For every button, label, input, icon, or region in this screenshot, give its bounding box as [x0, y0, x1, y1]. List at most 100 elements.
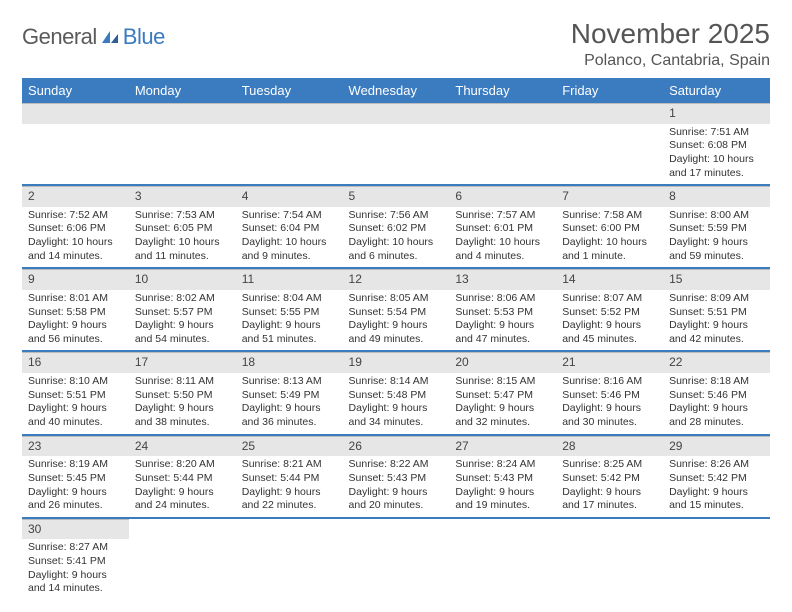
daylight-text: Daylight: 9 hours and 17 minutes.: [562, 486, 657, 513]
sunrise-text: Sunrise: 8:18 AM: [669, 375, 764, 389]
sunset-text: Sunset: 5:46 PM: [562, 389, 657, 403]
calendar-day-cell: [343, 103, 450, 185]
calendar-day-cell: 25Sunrise: 8:21 AMSunset: 5:44 PMDayligh…: [236, 435, 343, 518]
sunrise-text: Sunrise: 8:04 AM: [242, 292, 337, 306]
day-number: 15: [663, 269, 770, 290]
logo-text-blue: Blue: [123, 24, 165, 50]
sail-icon: [100, 29, 120, 45]
day-body: Sunrise: 7:54 AMSunset: 6:04 PMDaylight:…: [236, 207, 343, 268]
calendar-day-cell: 24Sunrise: 8:20 AMSunset: 5:44 PMDayligh…: [129, 435, 236, 518]
day-number: 7: [556, 186, 663, 207]
weekday-header: Wednesday: [343, 78, 450, 103]
day-number: 26: [343, 436, 450, 457]
day-body: Sunrise: 7:56 AMSunset: 6:02 PMDaylight:…: [343, 207, 450, 268]
sunrise-text: Sunrise: 8:07 AM: [562, 292, 657, 306]
daylight-text: Daylight: 9 hours and 32 minutes.: [455, 402, 550, 429]
day-number: 16: [22, 352, 129, 373]
sunset-text: Sunset: 5:49 PM: [242, 389, 337, 403]
sunrise-text: Sunrise: 7:57 AM: [455, 209, 550, 223]
calendar-day-cell: 3Sunrise: 7:53 AMSunset: 6:05 PMDaylight…: [129, 185, 236, 268]
sunrise-text: Sunrise: 7:53 AM: [135, 209, 230, 223]
day-number: 11: [236, 269, 343, 290]
day-number: 21: [556, 352, 663, 373]
day-number: 30: [22, 519, 129, 540]
sunset-text: Sunset: 6:05 PM: [135, 222, 230, 236]
empty-day-header: [343, 103, 450, 124]
calendar-body: 1Sunrise: 7:51 AMSunset: 6:08 PMDaylight…: [22, 103, 770, 600]
day-body: Sunrise: 8:06 AMSunset: 5:53 PMDaylight:…: [449, 290, 556, 351]
sunrise-text: Sunrise: 8:01 AM: [28, 292, 123, 306]
day-number: 19: [343, 352, 450, 373]
day-number: 29: [663, 436, 770, 457]
daylight-text: Daylight: 9 hours and 36 minutes.: [242, 402, 337, 429]
sunset-text: Sunset: 5:43 PM: [349, 472, 444, 486]
sunrise-text: Sunrise: 8:00 AM: [669, 209, 764, 223]
weekday-header: Tuesday: [236, 78, 343, 103]
sunrise-text: Sunrise: 8:21 AM: [242, 458, 337, 472]
day-number: 28: [556, 436, 663, 457]
day-body: Sunrise: 8:01 AMSunset: 5:58 PMDaylight:…: [22, 290, 129, 351]
sunset-text: Sunset: 5:42 PM: [562, 472, 657, 486]
calendar-day-cell: 28Sunrise: 8:25 AMSunset: 5:42 PMDayligh…: [556, 435, 663, 518]
sunset-text: Sunset: 6:06 PM: [28, 222, 123, 236]
calendar-week-row: 30Sunrise: 8:27 AMSunset: 5:41 PMDayligh…: [22, 518, 770, 600]
sunset-text: Sunset: 5:54 PM: [349, 306, 444, 320]
sunset-text: Sunset: 5:51 PM: [28, 389, 123, 403]
daylight-text: Daylight: 9 hours and 47 minutes.: [455, 319, 550, 346]
day-body: Sunrise: 8:13 AMSunset: 5:49 PMDaylight:…: [236, 373, 343, 434]
calendar-header-row: SundayMondayTuesdayWednesdayThursdayFrid…: [22, 78, 770, 103]
sunrise-text: Sunrise: 8:09 AM: [669, 292, 764, 306]
daylight-text: Daylight: 9 hours and 56 minutes.: [28, 319, 123, 346]
day-body: Sunrise: 8:11 AMSunset: 5:50 PMDaylight:…: [129, 373, 236, 434]
daylight-text: Daylight: 10 hours and 6 minutes.: [349, 236, 444, 263]
day-body: Sunrise: 8:07 AMSunset: 5:52 PMDaylight:…: [556, 290, 663, 351]
calendar-day-cell: [22, 103, 129, 185]
calendar-week-row: 2Sunrise: 7:52 AMSunset: 6:06 PMDaylight…: [22, 185, 770, 268]
sunset-text: Sunset: 5:50 PM: [135, 389, 230, 403]
sunrise-text: Sunrise: 8:26 AM: [669, 458, 764, 472]
empty-day-header: [129, 103, 236, 124]
calendar-day-cell: 13Sunrise: 8:06 AMSunset: 5:53 PMDayligh…: [449, 268, 556, 351]
sunrise-text: Sunrise: 7:52 AM: [28, 209, 123, 223]
daylight-text: Daylight: 9 hours and 40 minutes.: [28, 402, 123, 429]
weekday-header: Monday: [129, 78, 236, 103]
calendar-day-cell: [129, 518, 236, 600]
day-number: 14: [556, 269, 663, 290]
sunrise-text: Sunrise: 8:10 AM: [28, 375, 123, 389]
day-number: 13: [449, 269, 556, 290]
month-title: November 2025: [571, 18, 770, 50]
calendar-day-cell: 11Sunrise: 8:04 AMSunset: 5:55 PMDayligh…: [236, 268, 343, 351]
daylight-text: Daylight: 9 hours and 22 minutes.: [242, 486, 337, 513]
day-number: 18: [236, 352, 343, 373]
calendar-day-cell: 30Sunrise: 8:27 AMSunset: 5:41 PMDayligh…: [22, 518, 129, 600]
sunset-text: Sunset: 5:59 PM: [669, 222, 764, 236]
sunrise-text: Sunrise: 8:02 AM: [135, 292, 230, 306]
calendar-day-cell: 29Sunrise: 8:26 AMSunset: 5:42 PMDayligh…: [663, 435, 770, 518]
day-body: Sunrise: 8:19 AMSunset: 5:45 PMDaylight:…: [22, 456, 129, 517]
sunrise-text: Sunrise: 7:56 AM: [349, 209, 444, 223]
daylight-text: Daylight: 9 hours and 45 minutes.: [562, 319, 657, 346]
day-body: Sunrise: 8:16 AMSunset: 5:46 PMDaylight:…: [556, 373, 663, 434]
sunset-text: Sunset: 5:44 PM: [242, 472, 337, 486]
sunset-text: Sunset: 5:58 PM: [28, 306, 123, 320]
sunrise-text: Sunrise: 8:20 AM: [135, 458, 230, 472]
day-body: Sunrise: 8:25 AMSunset: 5:42 PMDaylight:…: [556, 456, 663, 517]
daylight-text: Daylight: 9 hours and 26 minutes.: [28, 486, 123, 513]
sunset-text: Sunset: 5:45 PM: [28, 472, 123, 486]
daylight-text: Daylight: 9 hours and 30 minutes.: [562, 402, 657, 429]
day-number: 22: [663, 352, 770, 373]
calendar-day-cell: 7Sunrise: 7:58 AMSunset: 6:00 PMDaylight…: [556, 185, 663, 268]
sunset-text: Sunset: 5:48 PM: [349, 389, 444, 403]
calendar-day-cell: 26Sunrise: 8:22 AMSunset: 5:43 PMDayligh…: [343, 435, 450, 518]
day-body: Sunrise: 8:10 AMSunset: 5:51 PMDaylight:…: [22, 373, 129, 434]
calendar-day-cell: 16Sunrise: 8:10 AMSunset: 5:51 PMDayligh…: [22, 351, 129, 434]
calendar-day-cell: [129, 103, 236, 185]
sunset-text: Sunset: 5:46 PM: [669, 389, 764, 403]
daylight-text: Daylight: 9 hours and 42 minutes.: [669, 319, 764, 346]
day-number: 9: [22, 269, 129, 290]
calendar-day-cell: 23Sunrise: 8:19 AMSunset: 5:45 PMDayligh…: [22, 435, 129, 518]
sunrise-text: Sunrise: 8:15 AM: [455, 375, 550, 389]
day-number: 17: [129, 352, 236, 373]
day-number: 25: [236, 436, 343, 457]
day-body: Sunrise: 7:57 AMSunset: 6:01 PMDaylight:…: [449, 207, 556, 268]
